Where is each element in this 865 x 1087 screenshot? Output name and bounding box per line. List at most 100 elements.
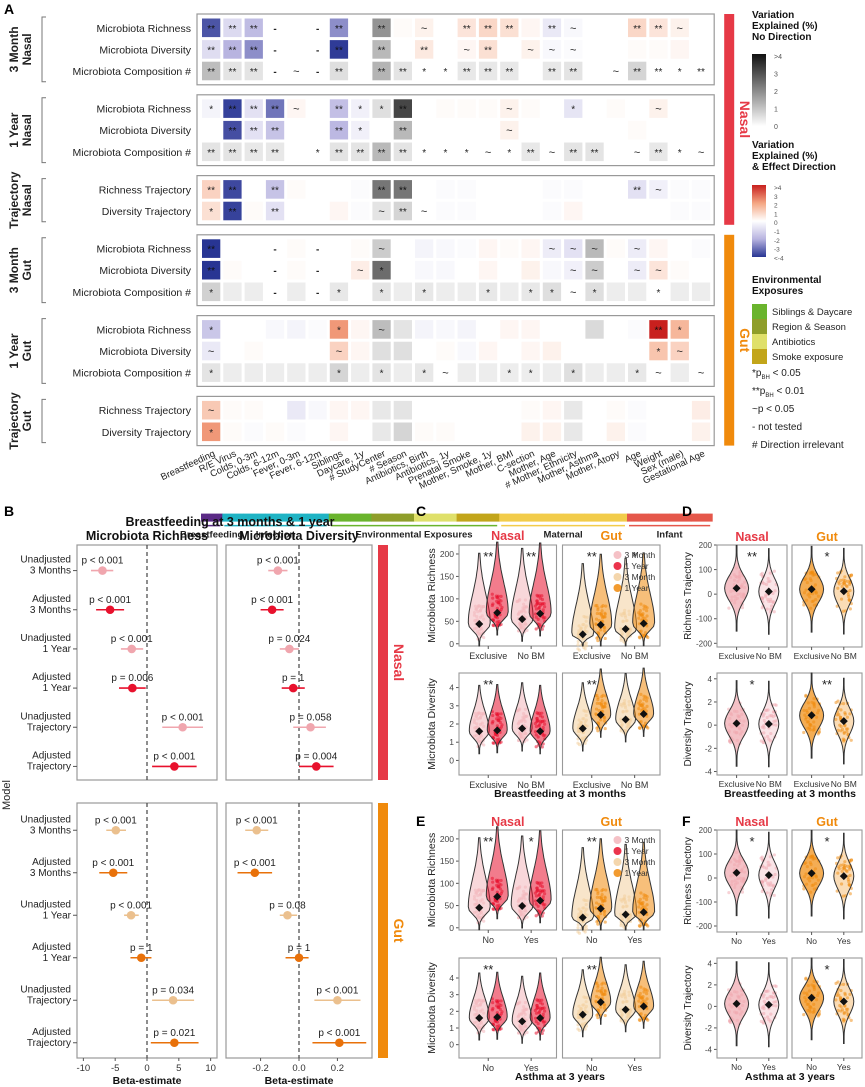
violin-point [804,694,808,698]
violin-legend-dot [613,584,622,592]
violin-xtick-label: No [482,935,494,945]
violin-point [836,728,840,732]
heatmap-cell [670,201,689,221]
heatmap-cell-mark: ~ [698,368,704,380]
heatmap-cell-mark: ** [207,185,215,196]
heatmap-cell-mark: - [273,24,276,35]
heatmap-cell [202,99,221,118]
heatmap-cell [244,99,263,118]
heatmap-cell-mark: ** [655,67,663,78]
violin-point [847,883,851,887]
violin-xtick-label: No [806,1062,817,1072]
forest-model-label: Adjusted 3 Months [30,594,71,616]
violin-shape [632,552,656,647]
block-label-text: 1 YearNasal [7,112,34,147]
violin-point [802,887,806,891]
heatmap-cell-mark: - [316,266,319,277]
heatmap-cell-mark: ** [463,67,471,78]
heatmap-cell [542,201,562,221]
violin-point [769,599,773,604]
violin-point [637,726,642,730]
violin-point [576,741,580,745]
column-group-color [605,513,628,522]
heatmap-cell [202,422,221,442]
violin-xtick-label: No [731,936,742,946]
violin-point [768,855,772,859]
violin-ytick-label: -4 [705,1045,713,1054]
heatmap-cell-mark: * [380,105,384,116]
heatmap-cell-mark: ** [399,148,407,159]
legend-env-label: Antibiotics [772,337,816,348]
violin-point [740,890,745,894]
forest-point [105,605,115,615]
forest-model-label: Adjusted 3 Months [30,857,71,879]
violin-ytick-label: 200 [440,549,454,559]
heatmap-cell-mark: * [209,369,213,380]
heatmap-cell [457,180,476,199]
heatmap-cell [244,61,263,81]
heatmap-block-label: TrajectoryNasal [7,171,34,229]
violin-mean-marker [493,608,502,617]
heatmap-cell [564,363,583,382]
violin-point [845,996,850,1000]
violin-ytick-label: 1 [449,737,454,747]
violin-point [596,729,600,733]
heatmap-cell [521,320,540,339]
heatmap-cell [223,142,242,162]
panel-label-b: B [4,503,14,519]
forest-pvalue: p < 0.001 [316,985,358,996]
heatmap-cell-mark: ** [207,24,215,35]
heatmap-cell-mark: ** [271,185,279,196]
heatmap-cell-mark: ** [250,24,258,35]
heatmap-cell [372,180,391,199]
violin-point [843,711,847,715]
violin-shape [615,673,637,743]
block-bracket [41,16,46,83]
panel-label-c: C [416,503,426,519]
heatmap-cell [244,142,263,162]
column-group-color [371,513,394,522]
ylabel-text: Microbiota Diversity [426,677,438,769]
violin-mean-marker [493,726,502,735]
violin-ytick-label: 4 [708,959,713,968]
forest-point [127,644,137,654]
heatmap-cell [500,120,519,140]
violin-point [491,1027,495,1031]
forest-pvalue: p < 0.001 [92,858,134,869]
violin-facet-title: Gut [600,529,622,543]
heatmap-cell [500,18,519,38]
legend-tick: <-4 [774,255,784,262]
violin-xtick-label: Exclusive [719,779,755,789]
violin-point [760,855,764,859]
strip-label-text: Nasal [391,644,407,681]
violin-shape [510,547,534,642]
violin-facet-title: Nasal [491,529,524,543]
heatmap-cell [265,201,285,221]
heatmap-cell [542,282,562,302]
forest-title: Breastfeeding at 3 months & 1 year [125,515,334,529]
forest-pvalue: p < 0.001 [153,751,195,762]
violin-xtick-label: Exclusive [469,780,507,790]
violin-legend-dot [613,551,622,559]
violin-significance: ** [483,677,493,692]
column-group-color [350,513,372,522]
violin-facet-frame [791,829,863,933]
violin-point [837,993,841,997]
violin-ylabel: Diversity Trajectory [683,681,694,766]
forest-xlabel: Beta-estimate [113,1075,182,1087]
violin-point [769,883,773,887]
violin-point [843,1004,847,1008]
heatmap-cell [649,99,668,118]
violin-point [841,609,845,613]
legend-env-swatch [752,349,767,364]
heatmap-cell [670,341,689,361]
violin-point [841,863,845,867]
violin-point [596,922,600,926]
violin-point [765,715,769,720]
violin-point [839,729,843,733]
forest-pvalue: p < 0.001 [318,1028,360,1039]
violin-point [603,920,607,924]
heatmap-cell [202,341,221,361]
heatmap-cell [393,422,412,442]
